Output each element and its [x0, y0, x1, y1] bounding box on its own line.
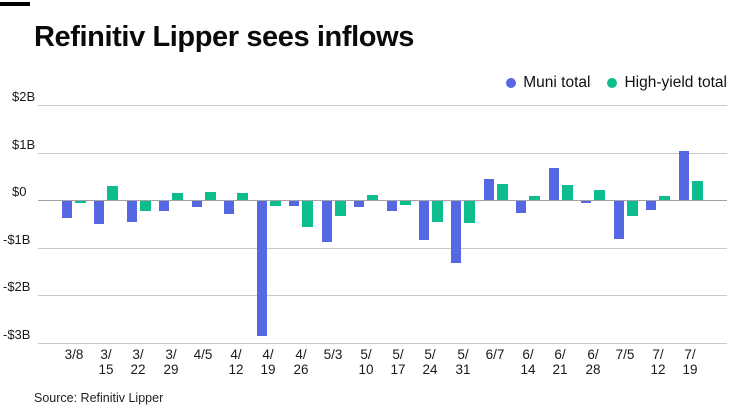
legend-label-high-yield-total: High-yield total [624, 74, 727, 91]
gridline--$3B [38, 343, 727, 344]
x-axis-tick-label: 5/10 [358, 347, 374, 377]
x-axis-tick-label: 6/14 [520, 347, 536, 377]
chart-legend: Muni total High-yield total [506, 74, 727, 92]
y-axis-tick-label: -$3B [3, 327, 31, 342]
x-axis-tick-label: 7/5 [615, 347, 635, 362]
bar-high-yield-total-4/19[interactable] [270, 201, 281, 206]
legend-label-muni-total: Muni total [523, 74, 591, 91]
x-axis-tick-label: 7/19 [682, 347, 698, 377]
bar-high-yield-total-7/19[interactable] [692, 181, 703, 200]
bar-high-yield-total-5/3[interactable] [335, 201, 346, 216]
gridline-$0 [38, 200, 727, 201]
x-axis-tick-label: 3/15 [98, 347, 114, 377]
gridline--$2B [38, 295, 727, 296]
bar-muni-total-4/5[interactable] [192, 201, 202, 207]
x-axis-tick-label: 4/5 [193, 347, 213, 362]
bar-muni-total-6/21[interactable] [549, 168, 559, 200]
bar-muni-total-6/28[interactable] [581, 201, 591, 203]
x-axis-tick-label: 6/21 [552, 347, 568, 377]
muni-total-dot-icon [506, 78, 517, 88]
bar-muni-total-6/7[interactable] [484, 179, 494, 200]
bar-high-yield-total-5/24[interactable] [432, 201, 443, 222]
bar-muni-total-5/10[interactable] [354, 201, 364, 207]
y-axis-tick-label: $1B [12, 137, 36, 152]
bar-high-yield-total-5/10[interactable] [367, 195, 378, 200]
gridline-$1B [38, 153, 727, 154]
high-yield-total-dot-icon [607, 78, 618, 88]
y-axis-tick-label: $2B [12, 89, 36, 104]
bar-high-yield-total-6/14[interactable] [529, 196, 540, 200]
bar-high-yield-total-4/12[interactable] [237, 193, 248, 200]
bar-high-yield-total-6/7[interactable] [497, 184, 508, 200]
x-axis-tick-label: 3/8 [64, 347, 84, 362]
x-axis-tick-label: 5/24 [422, 347, 438, 377]
bar-high-yield-total-4/26[interactable] [302, 201, 313, 227]
bar-muni-total-5/24[interactable] [419, 201, 429, 240]
x-axis-tick-label: 4/26 [293, 347, 309, 377]
x-axis-tick-label: 7/12 [650, 347, 666, 377]
bar-muni-total-4/12[interactable] [224, 201, 234, 214]
bar-muni-total-3/8[interactable] [62, 201, 72, 218]
bar-muni-total-7/5[interactable] [614, 201, 624, 239]
bar-high-yield-total-3/15[interactable] [107, 186, 118, 200]
y-axis-tick-label: -$2B [3, 279, 31, 294]
bar-high-yield-total-6/21[interactable] [562, 185, 573, 200]
bar-muni-total-5/17[interactable] [387, 201, 397, 211]
bar-high-yield-total-7/12[interactable] [659, 196, 670, 200]
bar-high-yield-total-3/22[interactable] [140, 201, 151, 211]
x-axis-tick-label: 6/28 [585, 347, 601, 377]
bar-high-yield-total-3/29[interactable] [172, 193, 183, 200]
x-axis-tick-label: 5/3 [323, 347, 343, 362]
x-axis-tick-label: 3/22 [130, 347, 146, 377]
bar-high-yield-total-5/17[interactable] [400, 201, 411, 205]
bar-muni-total-6/14[interactable] [516, 201, 526, 213]
bar-muni-total-5/31[interactable] [451, 201, 461, 263]
bar-muni-total-7/19[interactable] [679, 151, 689, 200]
bar-high-yield-total-4/5[interactable] [205, 192, 216, 200]
bar-muni-total-3/15[interactable] [94, 201, 104, 224]
bar-muni-total-4/26[interactable] [289, 201, 299, 206]
x-axis-tick-label: 5/31 [455, 347, 471, 377]
y-axis-tick-label: -$1B [3, 232, 31, 247]
bar-muni-total-7/12[interactable] [646, 201, 656, 210]
bar-muni-total-3/29[interactable] [159, 201, 169, 211]
legend-item-high-yield-total: High-yield total [607, 74, 727, 92]
gridline--$1B [38, 248, 727, 249]
x-axis-tick-label: 4/12 [228, 347, 244, 377]
bar-high-yield-total-5/31[interactable] [464, 201, 475, 223]
x-axis-tick-label: 5/17 [390, 347, 406, 377]
corner-accent-bar [0, 2, 30, 6]
x-axis-tick-label: 3/29 [163, 347, 179, 377]
bar-high-yield-total-3/8[interactable] [75, 201, 86, 203]
bar-high-yield-total-6/28[interactable] [594, 190, 605, 200]
bar-high-yield-total-7/5[interactable] [627, 201, 638, 216]
bar-muni-total-5/3[interactable] [322, 201, 332, 242]
bar-muni-total-3/22[interactable] [127, 201, 137, 222]
chart-title: Refinitiv Lipper sees inflows [34, 21, 414, 53]
y-axis-tick-label: $0 [12, 184, 27, 199]
x-axis-tick-label: 6/7 [485, 347, 505, 362]
legend-item-muni-total: Muni total [506, 74, 590, 92]
source-credit: Source: Refinitiv Lipper [34, 391, 164, 405]
gridline-$2B [38, 105, 727, 106]
x-axis-tick-label: 4/19 [260, 347, 276, 377]
bar-muni-total-4/19[interactable] [257, 201, 267, 336]
